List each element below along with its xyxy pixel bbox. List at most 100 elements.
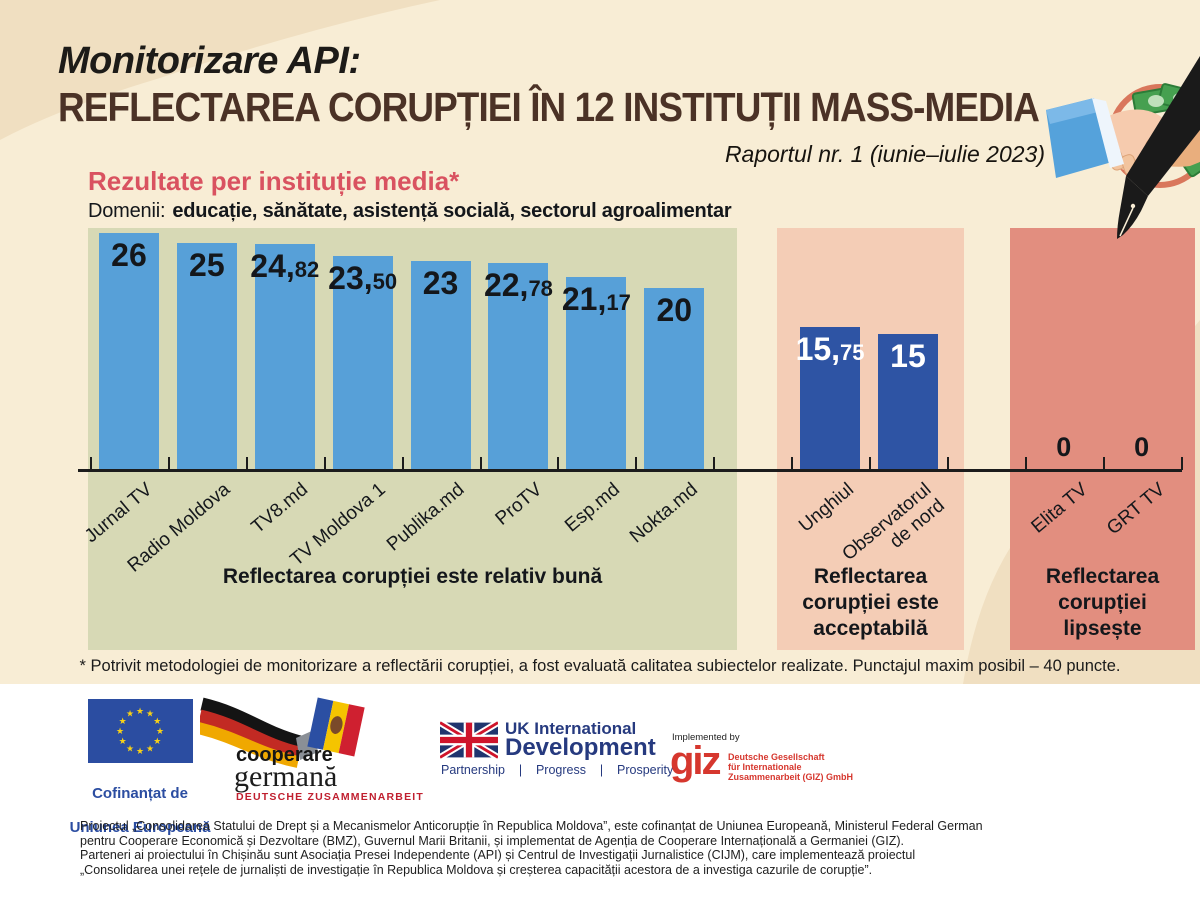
- axis-tick: [635, 457, 638, 470]
- eu-caption-line1: Cofinanțat de: [92, 785, 188, 802]
- bar: [98, 233, 159, 470]
- axis-tick: [1102, 457, 1105, 470]
- report-number: Raportul nr. 1 (iunie–iulie 2023): [724, 141, 1045, 167]
- axis-tick: [713, 457, 716, 470]
- axis-tick: [557, 457, 560, 470]
- group-caption: Reflectarea corupției lipsește: [1045, 565, 1160, 640]
- axis-tick: [167, 457, 170, 470]
- kicker-title: Monitorizare API:: [58, 40, 361, 82]
- uk-international-label: UK International: [505, 719, 637, 738]
- giz-implemented-by-label: Implemented by: [672, 732, 740, 743]
- bar-value-main: 23: [422, 264, 459, 301]
- bar: [566, 277, 627, 470]
- bar-value-main: 21,: [561, 281, 607, 318]
- german-cooperation-ribbon-icon: [200, 697, 365, 768]
- axis-tick: [323, 457, 326, 470]
- bar-value-label: 23: [423, 265, 459, 302]
- svg-text:★: ★: [116, 727, 124, 737]
- bar: [488, 262, 549, 470]
- bar-value-main: 25: [189, 246, 225, 283]
- handshake-corruption-illustration: [1046, 56, 1200, 239]
- bar-value-label: 22,78: [484, 267, 553, 304]
- bar-value-main: 15: [890, 337, 926, 374]
- domains-line: Domenii: educație, sănătate, asistență so…: [88, 200, 732, 223]
- axis-tick: [1024, 457, 1027, 470]
- svg-text:★: ★: [136, 707, 144, 717]
- group-caption: Reflectarea corupției este acceptabilă: [802, 565, 939, 640]
- axis-tick: [479, 457, 482, 470]
- bar: [176, 242, 237, 470]
- uk-development-label: Development: [505, 734, 656, 761]
- svg-text:★: ★: [146, 744, 154, 754]
- deutsche-zusammenarbeit-label: DEUTSCHE ZUSAMMENARBEIT: [236, 791, 425, 803]
- axis-line: [78, 469, 1182, 472]
- svg-text:★: ★: [126, 744, 134, 754]
- eu-caption: Cofinanțat de Uniunea Europeană: [60, 768, 220, 853]
- moldova-coat-of-arms-icon: [330, 716, 343, 734]
- chart-subtitle: Rezultate per instituție media*: [88, 166, 460, 196]
- bar-value-main: 22,: [483, 266, 529, 303]
- svg-text:★: ★: [119, 737, 127, 747]
- germana-label: germană: [234, 760, 338, 793]
- bar-value-label: 25: [189, 247, 225, 284]
- methodology-footnote: * Potrivit metodologiei de monitorizare …: [79, 657, 1121, 675]
- axis-tick: [869, 457, 871, 470]
- fountain-pen-icon: [1117, 56, 1200, 239]
- page-title: REFLECTAREA CORUPȚIEI ÎN 12 INSTITUȚII M…: [58, 84, 1040, 130]
- bar-value-main: 0: [1056, 432, 1072, 462]
- bar-value-label: 23,50: [328, 260, 397, 297]
- bar-value-label: 15,75: [796, 331, 865, 368]
- svg-text:★: ★: [153, 737, 161, 747]
- giz-description: Deutsche Gesellschaft für Internationale…: [728, 752, 854, 782]
- axis-tick: [791, 457, 794, 470]
- bar-value-main: 0: [1134, 432, 1150, 462]
- svg-text:★: ★: [119, 717, 127, 727]
- axis-tick: [90, 457, 92, 470]
- eu-flag-icon: ★ ★★ ★★★ ★★★ ★★★: [88, 699, 193, 763]
- bar: [254, 244, 315, 470]
- cooperare-label: cooperare: [236, 744, 333, 766]
- bar-value-label: 26: [111, 237, 147, 274]
- bar: [332, 256, 393, 470]
- bar-value-label: 15: [890, 338, 926, 375]
- bar-value-label: 0: [1134, 432, 1149, 463]
- background-wave-topleft: [0, 0, 440, 140]
- bar-value-decimal: 78: [528, 275, 553, 301]
- chart-panel: [1010, 228, 1195, 650]
- svg-text:★: ★: [153, 717, 161, 727]
- bar-value-decimal: 17: [606, 290, 631, 316]
- bar-value-main: 24,: [250, 248, 295, 285]
- bar: [800, 326, 861, 470]
- giz-logo: giz: [670, 739, 722, 783]
- eu-caption-line2: Uniunea Europeană: [69, 819, 211, 836]
- svg-text:★: ★: [156, 727, 164, 737]
- bar-value-decimal: 50: [372, 269, 398, 295]
- bar: [644, 288, 705, 470]
- bar-value-main: 26: [111, 237, 147, 274]
- bar-value-main: 20: [656, 292, 693, 328]
- bar: [877, 333, 938, 470]
- bar-value-label: 24,82: [250, 248, 319, 285]
- bar-value-label: 20: [656, 292, 692, 329]
- bar: [410, 260, 471, 470]
- axis-tick: [1180, 457, 1183, 470]
- group-caption: Reflectarea corupției este relativ bună: [222, 565, 603, 588]
- axis-tick: [245, 457, 248, 470]
- uk-flag-icon: [440, 721, 498, 759]
- bar-value-decimal: 75: [840, 339, 865, 365]
- bar-value-decimal: 82: [294, 257, 320, 283]
- domains-list: educație, sănătate, asistență socială, s…: [172, 200, 732, 222]
- bar-value-main: 23,: [328, 260, 373, 297]
- axis-tick: [946, 457, 949, 470]
- svg-text:★: ★: [126, 710, 134, 720]
- bar-value-main: 15,: [795, 330, 841, 367]
- bar-value-label: 21,17: [562, 281, 631, 318]
- domains-label: Domenii:: [88, 200, 166, 222]
- project-credits: Proiectul „Consolidarea Statului de Drep…: [80, 819, 983, 877]
- svg-text:★: ★: [136, 747, 144, 757]
- svg-text:★: ★: [146, 710, 154, 720]
- bar-value-label: 0: [1056, 432, 1071, 463]
- uk-tagline: Partnership | Progress | Prosperity: [441, 763, 674, 777]
